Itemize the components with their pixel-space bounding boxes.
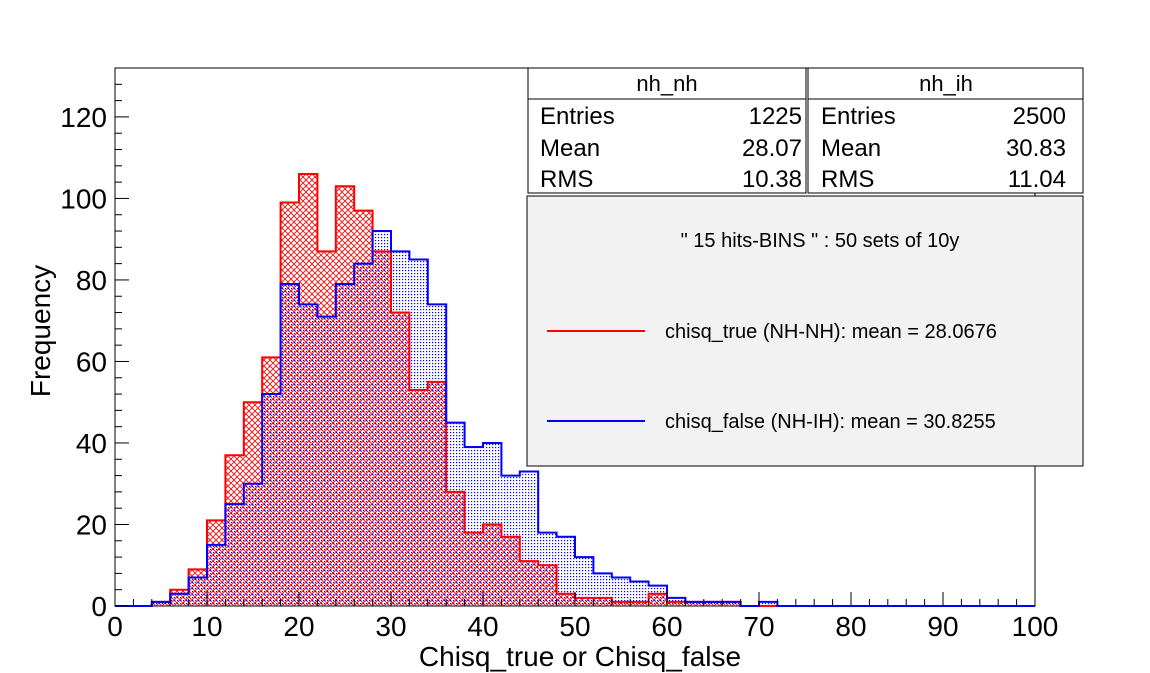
stats-title: nh_nh: [636, 71, 697, 96]
bar-false-2: [151, 601, 171, 606]
bar-false-29: [648, 585, 667, 606]
legend-entry-true: chisq_true (NH-NH): mean = 28.0676: [665, 321, 997, 343]
bar-false-12: [335, 284, 355, 606]
x-tick-label: 60: [651, 611, 682, 642]
x-tick-label: 100: [1012, 611, 1059, 642]
stats-label-rms: RMS: [821, 166, 874, 193]
stats-label-entries: Entries: [821, 103, 896, 130]
bar-false-33: [722, 601, 741, 606]
bar-false-35: [759, 601, 778, 606]
x-tick-label: 90: [927, 611, 958, 642]
x-tick-label: 70: [743, 611, 774, 642]
bar-false-4: [188, 577, 207, 606]
bar-false-32: [703, 601, 723, 606]
bar-false-17: [427, 304, 447, 606]
bar-false-23: [538, 532, 557, 606]
bar-false-31: [685, 601, 704, 606]
bar-false-22: [519, 471, 539, 606]
legend-header: " 15 hits-BINS " : 50 sets of 10y: [681, 230, 960, 252]
stats-label-mean: Mean: [821, 135, 881, 162]
bar-false-27: [611, 577, 631, 606]
stats-value-entries: 1225: [749, 103, 802, 130]
x-tick-label: 20: [283, 611, 314, 642]
bar-false-18: [446, 422, 465, 606]
bar-false-16: [409, 259, 428, 606]
stats-label-mean: Mean: [540, 135, 600, 162]
bar-false-15: [391, 251, 410, 606]
x-tick-label: 80: [835, 611, 866, 642]
bar-false-10: [299, 304, 318, 606]
bar-false-11: [317, 316, 336, 606]
bar-false-6: [225, 504, 244, 606]
bar-false-26: [593, 573, 612, 606]
bar-false-5: [207, 544, 226, 606]
bar-false-9: [280, 284, 299, 606]
stats-box-nh-ih: nh_ih Entries 2500 Mean 30.83 RMS 11.04: [807, 67, 1084, 194]
x-tick-label: 40: [467, 611, 498, 642]
stats-label-rms: RMS: [540, 166, 593, 193]
stats-title: nh_ih: [919, 71, 973, 96]
bar-false-28: [630, 581, 649, 606]
bar-false-14: [372, 231, 391, 606]
x-tick-label: 10: [191, 611, 222, 642]
stats-box-nh-nh: nh_nh Entries 1225 Mean 28.07 RMS 10.38: [527, 67, 807, 194]
x-tick-label: 30: [375, 611, 406, 642]
bar-false-19: [464, 447, 483, 606]
bar-false-13: [354, 263, 373, 606]
y-tick-label: 80: [76, 265, 107, 296]
bar-false-21: [501, 475, 520, 606]
y-tick-label: 100: [60, 183, 107, 214]
y-tick-label: 60: [76, 346, 107, 377]
series-outline-false: [115, 230, 1035, 607]
bar-false-25: [575, 557, 594, 606]
bar-false-7: [243, 483, 263, 606]
y-tick-label: 40: [76, 428, 107, 459]
stats-value-rms: 11.04: [1008, 166, 1066, 193]
bar-false-24: [556, 536, 575, 606]
stats-value-entries: 2500: [1013, 103, 1066, 130]
stats-value-mean: 28.07: [742, 135, 802, 162]
bar-false-3: [170, 593, 189, 606]
stats-value-mean: 30.83: [1006, 135, 1066, 162]
y-tick-label: 0: [91, 591, 107, 622]
legend: " 15 hits-BINS " : 50 sets of 10y chisq_…: [526, 195, 1084, 467]
y-tick-label: 120: [60, 102, 107, 133]
bar-false-8: [262, 394, 281, 606]
x-axis-label: Chisq_true or Chisq_false: [419, 641, 741, 672]
x-tick-label: 50: [559, 611, 590, 642]
y-tick-label: 20: [76, 509, 107, 540]
legend-entry-false: chisq_false (NH-IH): mean = 30.8255: [665, 411, 996, 433]
stats-value-rms: 10.38: [742, 166, 802, 193]
x-tick-label: 0: [107, 611, 123, 642]
stats-label-entries: Entries: [540, 103, 615, 130]
y-axis-label: Frequency: [25, 265, 56, 397]
